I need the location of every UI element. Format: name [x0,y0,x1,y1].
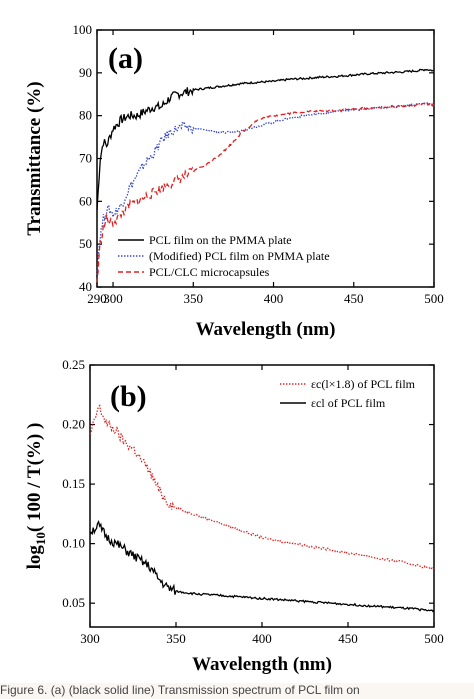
series-line [89,519,435,613]
y-axis-label: log10( 100 / T(%) ) [24,423,48,570]
y-axis-label-base: log [24,545,45,570]
series-line [96,102,435,283]
y-tick-label: 60 [79,193,92,208]
x-tick-label: 400 [264,291,284,306]
figure-caption: Figure 6. (a) (black solid line) Transmi… [0,683,360,697]
y-tick-label: 80 [79,108,92,123]
series-line [96,101,435,275]
panel-label: (b) [110,380,147,413]
y-tick-label: 0.20 [62,417,85,432]
series-line [89,404,435,571]
x-tick-label: 300 [103,291,123,306]
x-tick-label: 290 [87,291,107,306]
x-tick-label: 450 [344,291,364,306]
y-tick-label: 40 [79,279,92,294]
y-tick-label: 100 [73,22,93,37]
y-axis-label-rest: ( 100 / T(%) ) [24,423,45,532]
y-tick-label: 0.10 [62,536,85,551]
legend-label: εc(l×1.8) of PCL film [311,377,416,391]
x-axis-label: Wavelength (nm) [192,654,332,675]
legend-label: (Modified) PCL film on PMMA plate [149,249,330,263]
x-axis-label: Wavelength (nm) [196,319,336,340]
x-tick-label: 500 [424,291,444,306]
x-tick-label: 450 [338,631,358,646]
figure-background [0,0,474,683]
x-tick-label: 350 [184,291,204,306]
legend-label: εcl of PCL film [311,396,386,410]
x-tick-label: 400 [252,631,272,646]
y-tick-label: 70 [79,151,92,166]
x-tick-label: 350 [166,631,186,646]
y-tick-label: 0.05 [62,595,85,610]
y-tick-label: 90 [79,65,92,80]
y-tick-label: 50 [79,236,92,251]
legend-label: PCL/CLC microcapsules [149,265,270,279]
x-tick-label: 300 [80,631,100,646]
legend-label: PCL film on the PMMA plate [149,233,292,247]
y-axis-label-subscript: 10 [33,532,48,545]
panel-label: (a) [108,42,143,75]
chart-panel-b: 300 350 400 450 500 0.05 0.10 0.15 0.20 0.25 εc(l×… [24,357,444,675]
y-tick-label: 0.25 [62,357,85,372]
series-line [96,68,435,211]
y-tick-label: 0.15 [62,476,85,491]
y-axis-label: Transmittance (%) [24,81,45,235]
x-tick-label: 500 [424,631,444,646]
